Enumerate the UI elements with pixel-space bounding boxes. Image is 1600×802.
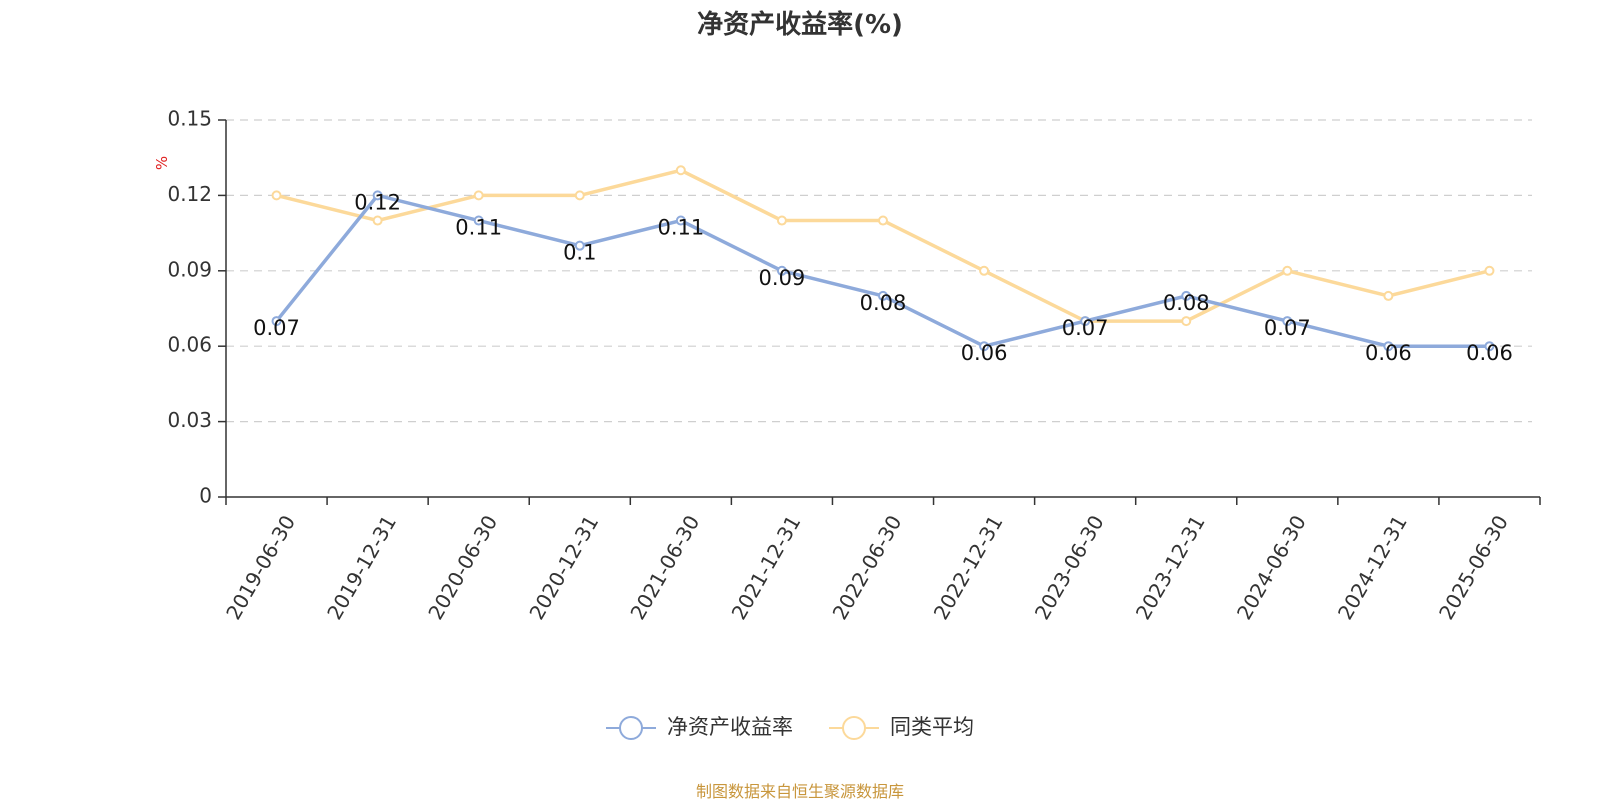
x-tick-label: 2020-12-31: [524, 511, 603, 624]
series-1-point: [1383, 290, 1394, 301]
legend-label: 净资产收益率: [667, 715, 793, 739]
y-tick-label: 0: [199, 484, 212, 508]
data-label: 0.12: [354, 190, 401, 214]
series-1-point: [473, 190, 484, 201]
x-tick-label: 2023-12-31: [1131, 511, 1210, 624]
legend-item-1[interactable]: 同类平均: [829, 715, 974, 740]
x-tick-label: 2025-06-30: [1434, 511, 1513, 624]
x-tick-label: 2020-06-30: [423, 511, 502, 624]
series-0-point: [1282, 316, 1293, 327]
series-1-point: [1484, 265, 1495, 276]
series-1-point: [1181, 316, 1192, 327]
legend-item-0[interactable]: 净资产收益率: [606, 715, 793, 740]
data-label: 0.06: [961, 341, 1008, 365]
series-1-point: [979, 265, 990, 276]
series-0-point: [675, 215, 686, 226]
series-0-point: [372, 190, 383, 201]
x-tick-label: 2021-06-30: [625, 511, 704, 624]
series-layer: [271, 165, 1495, 352]
legend-label: 同类平均: [890, 715, 974, 739]
data-source-footer: 制图数据来自恒生聚源数据库: [695, 782, 904, 801]
series-1-point: [372, 215, 383, 226]
series-1-point: [675, 165, 686, 176]
data-label: 0.06: [1365, 341, 1412, 365]
series-0-point: [1080, 316, 1091, 327]
data-label: 0.07: [253, 316, 300, 340]
y-tick-label: 0.15: [167, 107, 212, 131]
data-labels: 0.07 0.12 0.11 0.1 0.11 0.09 0.08 0.06 0.07 0.08 0…: [253, 190, 1513, 365]
legend-circle-icon: [842, 716, 866, 740]
x-tick-label: 2022-06-30: [828, 511, 907, 624]
data-label: 0.11: [455, 216, 502, 240]
data-label: 0.07: [1062, 316, 1109, 340]
data-label: 0.08: [860, 291, 907, 315]
series-0-point: [1383, 341, 1394, 352]
legend[interactable]: 净资产收益率 同类平均: [606, 715, 974, 740]
series-1-point: [271, 190, 282, 201]
y-tick-label: 0.06: [167, 333, 212, 357]
x-tick-label: 2023-06-30: [1030, 511, 1109, 624]
y-axis-unit-label: %: [153, 156, 171, 170]
series-0-point: [473, 215, 484, 226]
x-tick-label: 2019-06-30: [221, 511, 300, 624]
series-1-point: [776, 215, 787, 226]
series-0-point: [776, 265, 787, 276]
series-0-point: [1484, 341, 1495, 352]
series-0-point: [1181, 290, 1192, 301]
x-tick-label: 2019-12-31: [322, 511, 401, 624]
grid-lines: [226, 119, 1532, 423]
legend-circle-icon: [619, 716, 643, 740]
x-tick-label: 2024-06-30: [1232, 511, 1311, 624]
series-0-point: [979, 341, 990, 352]
y-tick-label: 0.03: [167, 408, 212, 432]
data-label: 0.08: [1163, 291, 1210, 315]
series-1-point: [1282, 265, 1293, 276]
x-axis-ticks: 2019-06-30 2019-12-31 2020-06-30 2020-12-31…: [221, 497, 1541, 624]
data-label: 0.06: [1466, 341, 1513, 365]
data-label: 0.09: [759, 266, 806, 290]
chart-title: 净资产收益率(%): [697, 10, 903, 40]
x-tick-label: 2021-12-31: [727, 511, 806, 624]
x-tick-label: 2022-12-31: [929, 511, 1008, 624]
data-label: 0.07: [1264, 316, 1311, 340]
axes: [225, 120, 1540, 498]
series-0-point: [574, 240, 585, 251]
data-label: 0.1: [563, 241, 596, 265]
series-0-point: [878, 290, 888, 301]
series-0-point: [271, 316, 282, 327]
series-1-point: [574, 190, 585, 201]
data-label: 0.11: [657, 216, 704, 240]
y-tick-label: 0.09: [167, 257, 212, 281]
series-1-point: [878, 215, 888, 226]
y-tick-label: 0.12: [167, 182, 212, 206]
x-tick-label: 2024-12-31: [1333, 511, 1412, 624]
y-axis-ticks: 0 0.03 0.06 0.09 0.12 0.15: [167, 107, 226, 508]
